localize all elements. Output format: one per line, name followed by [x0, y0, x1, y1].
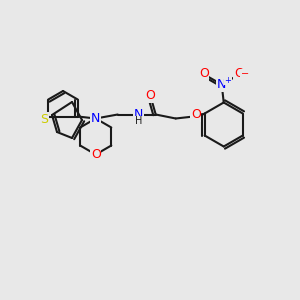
Text: N: N	[134, 108, 143, 121]
Text: N: N	[217, 78, 226, 91]
Text: S: S	[40, 113, 48, 126]
Text: O: O	[234, 67, 244, 80]
Text: H: H	[135, 116, 142, 127]
Text: O: O	[91, 148, 101, 161]
Text: N: N	[91, 112, 100, 125]
Text: −: −	[241, 70, 249, 80]
Text: O: O	[145, 89, 155, 102]
Text: O: O	[191, 108, 201, 121]
Text: O: O	[199, 67, 209, 80]
Text: +: +	[224, 76, 231, 85]
